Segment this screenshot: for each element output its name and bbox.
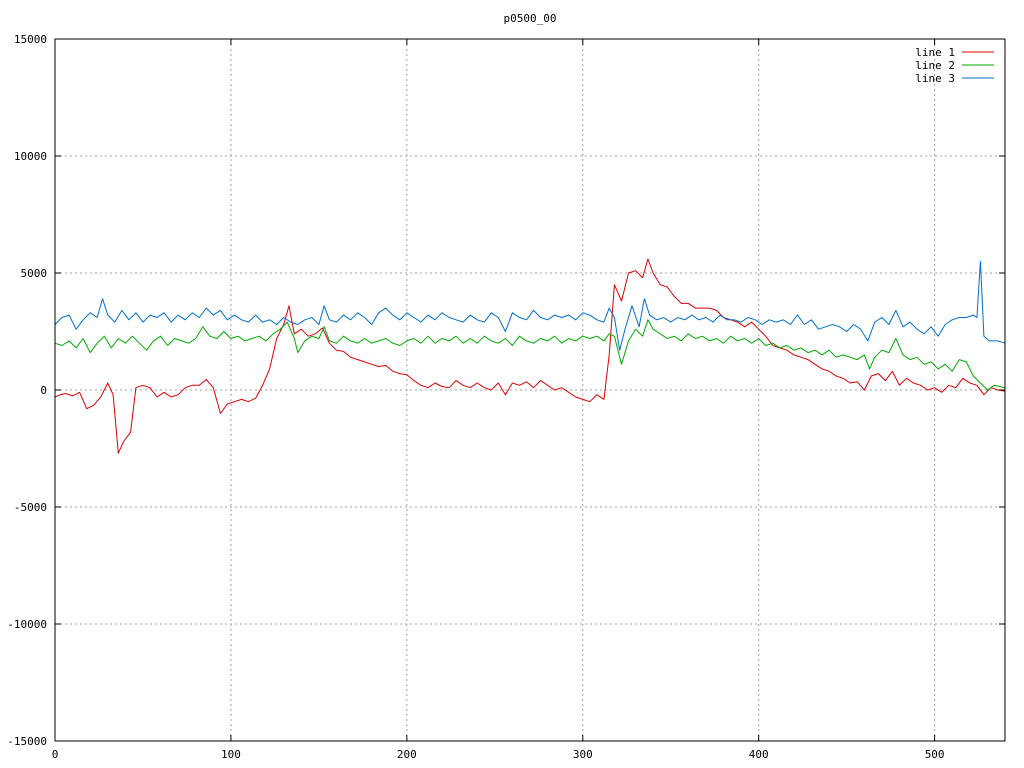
y-tick-label: 5000 [21, 267, 48, 280]
x-tick-label: 200 [397, 748, 417, 761]
axis-ticks: -15000 -10000 -5000 0 5000 10000 15000 0 100 200 3… [7, 33, 1005, 761]
y-tick-label: 15000 [14, 33, 47, 46]
x-tick-label: 500 [925, 748, 945, 761]
x-tick-label: 0 [52, 748, 59, 761]
x-tick-label: 400 [749, 748, 769, 761]
x-tick-label: 100 [221, 748, 241, 761]
y-tick-label: -5000 [14, 501, 47, 514]
legend-label-1: line 1 [915, 46, 955, 59]
y-tick-label: 10000 [14, 150, 47, 163]
grid-lines [55, 39, 1005, 741]
chart-title: p0500_00 [504, 12, 557, 25]
series-line-3 [54, 260, 1006, 351]
series-line-1 [54, 258, 1006, 454]
y-tick-label: 0 [40, 384, 47, 397]
series-group [54, 258, 1006, 454]
legend-label-2: line 2 [915, 59, 955, 72]
y-tick-label: -15000 [7, 735, 47, 748]
y-tick-label: -10000 [7, 618, 47, 631]
legend-label-3: line 3 [915, 72, 955, 85]
series-line-2 [54, 319, 1006, 391]
x-tick-label: 300 [573, 748, 593, 761]
